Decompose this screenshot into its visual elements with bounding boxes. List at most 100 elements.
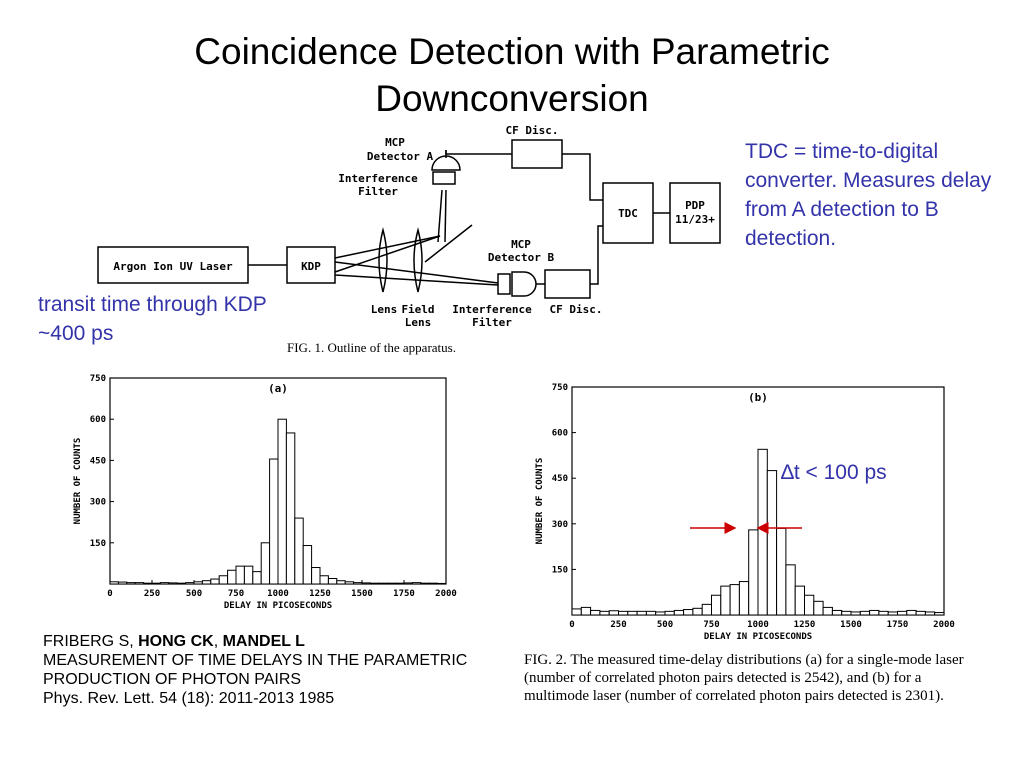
kdp-note-line-1: transit time through KDP [38, 293, 267, 316]
x-tick-label: 0 [569, 620, 574, 630]
cf-disc-bottom-label: CF Disc. [550, 303, 603, 316]
histogram-bar [336, 580, 346, 585]
histogram-bar [915, 610, 926, 616]
histogram-bar [126, 582, 136, 585]
histogram-bar [117, 581, 128, 585]
histogram-bar [134, 582, 145, 585]
histogram-bar [738, 581, 750, 616]
x-tick-label: 250 [144, 589, 160, 599]
fig1-caption: FIG. 1. Outline of the apparatus. [287, 340, 456, 355]
kdp-transit-note: transit time through KDP ~400 ps [38, 290, 338, 348]
histogram-bar [850, 611, 861, 616]
cf-disc-top-box [511, 139, 563, 169]
histogram-bar [804, 594, 815, 616]
x-axis-title: DELAY IN PICOSECONDS [704, 632, 812, 642]
histogram-b: 0 250 500 750 1000 1250 1500 1750 2000 150 300 450 6… [535, 383, 955, 642]
histogram-bar [109, 581, 119, 585]
histogram-bar [887, 611, 899, 616]
histogram-bar [302, 545, 313, 585]
histogram-bar [311, 567, 321, 585]
histogram-bar [235, 565, 245, 585]
x-tick-label: 750 [228, 589, 244, 599]
histogram-bar [159, 582, 170, 585]
y-tick-label: 300 [552, 520, 568, 530]
x-tick-label: 0 [107, 589, 112, 599]
y-tick-label: 150 [552, 565, 568, 575]
histogram-bar [869, 609, 880, 616]
histogram-bar [176, 582, 187, 585]
histogram-bar [645, 610, 657, 616]
histogram-bar [701, 603, 712, 616]
histogram-bar [608, 610, 619, 616]
y-tick-label: 750 [90, 374, 106, 384]
histogram-bar [378, 582, 388, 585]
histogram-bar [934, 612, 945, 616]
histogram-bar [277, 418, 287, 585]
histogram-bar [428, 582, 439, 585]
detector-a [431, 155, 461, 171]
x-tick-label: 1750 [887, 620, 909, 630]
histogram-bar [636, 610, 647, 616]
histogram-bar [252, 571, 262, 585]
histogram-bar [897, 610, 908, 616]
histogram-bar [353, 582, 363, 585]
histogram-bar [294, 517, 304, 585]
histogram-bar [193, 581, 203, 585]
y-axis-title: NUMBER OF COUNTS [73, 438, 83, 525]
author-3: MANDEL L [222, 633, 305, 650]
mcp-b-label-1: MCP [511, 238, 531, 251]
apparatus-diagram: Argon Ion UV Laser KDP MCP Detector A In… [97, 124, 721, 329]
histogram-bar [437, 582, 447, 585]
histogram-bar [201, 580, 212, 585]
histogram-bar [692, 607, 703, 616]
histogram-bar [185, 582, 195, 585]
cf-disc-top-label: CF Disc. [506, 124, 559, 137]
x-tick-label: 1000 [267, 589, 289, 599]
histogram-bar [571, 608, 582, 616]
histogram-bar [859, 610, 871, 616]
lens [378, 227, 388, 293]
histogram-bar [327, 578, 338, 585]
histogram-bar [785, 564, 796, 616]
histogram-bar [627, 610, 638, 616]
histogram-bar [386, 582, 397, 585]
y-tick-label: 750 [552, 383, 568, 393]
histogram-bar [420, 582, 430, 585]
author-sep: , [213, 633, 223, 650]
reference-title: MEASUREMENT OF TIME DELAYS IN THE PARAME… [43, 652, 468, 688]
mcp-b-label-2: Detector B [488, 251, 555, 264]
histogram-bar [143, 582, 153, 585]
histogram-bar [269, 458, 279, 585]
histogram-bar [395, 582, 405, 585]
x-axis-title: DELAY IN PICOSECONDS [224, 601, 332, 611]
histogram-bar [794, 585, 806, 616]
y-axis-title: NUMBER OF COUNTS [535, 458, 545, 545]
y-tick-label: 600 [90, 415, 106, 425]
author-2: HONG CK [138, 633, 214, 650]
histogram-bar [776, 527, 787, 616]
histogram-bar [831, 609, 843, 616]
x-tick-label: 1750 [393, 589, 415, 599]
histogram-bar [285, 432, 296, 585]
filter-a-label-1: Interference [338, 172, 418, 185]
histogram-bar [618, 610, 629, 616]
histogram-bar [748, 529, 759, 616]
slide-title: Coincidence Detection with Parametric Do… [0, 28, 1024, 122]
filter-a-label-2: Filter [358, 185, 398, 198]
histogram-bar [168, 582, 178, 585]
pdp-box [669, 182, 721, 244]
x-tick-label: 1250 [309, 589, 331, 599]
histogram-bar [878, 610, 889, 616]
histogram-bar [243, 565, 254, 585]
histogram-bar [822, 606, 833, 616]
y-tick-label: 450 [552, 474, 568, 484]
y-tick-label: 300 [90, 498, 106, 508]
filter-b-label-1: Interference [452, 303, 532, 316]
x-tick-label: 1500 [840, 620, 862, 630]
histogram-bar [655, 611, 666, 616]
histogram-bar [924, 611, 936, 616]
histogram-bar [151, 582, 161, 585]
y-tick-label: 450 [90, 456, 106, 466]
y-tick-label: 600 [552, 429, 568, 439]
histogram-bar [580, 606, 592, 616]
